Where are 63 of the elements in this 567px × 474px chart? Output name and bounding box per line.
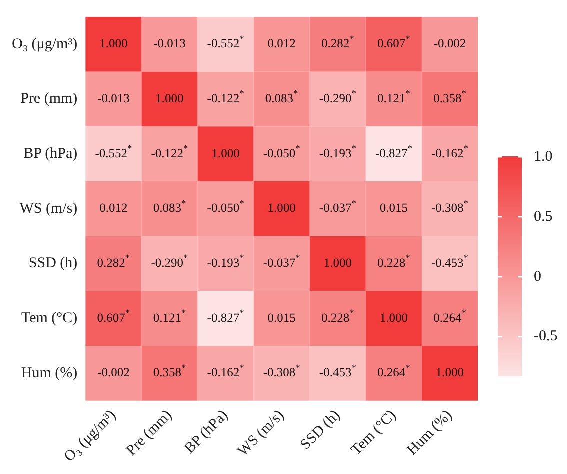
data-label: -0.827* xyxy=(207,309,245,325)
data-label: 1.000 xyxy=(156,92,184,106)
data-label: -0.002 xyxy=(98,366,130,380)
data-label: 0.015 xyxy=(380,201,408,216)
data-label: 0.282* xyxy=(97,254,130,270)
data-label: -0.308* xyxy=(263,364,301,380)
data-label: 0.083* xyxy=(153,199,186,216)
data-label: -0.122* xyxy=(207,90,245,106)
data-label: -0.290* xyxy=(319,90,357,106)
data-label: -0.037* xyxy=(263,254,301,270)
data-label: -0.552* xyxy=(95,144,133,160)
data-label: 0.358* xyxy=(153,364,186,380)
y-tick-label: O₃ (μg/m³) xyxy=(12,36,78,52)
data-label: -0.827* xyxy=(375,144,413,160)
data-label: -0.013 xyxy=(98,92,130,106)
data-label: -0.162* xyxy=(431,144,469,160)
data-label: -0.453* xyxy=(431,254,469,270)
data-label: 0.607* xyxy=(97,309,130,325)
data-label: 0.015 xyxy=(268,310,296,325)
data-label: 0.228* xyxy=(321,309,355,325)
x-tick-label: Tem (°C) xyxy=(348,407,400,459)
data-label: 1.000 xyxy=(268,201,296,216)
data-label: -0.002 xyxy=(434,36,466,51)
data-label: 0.228* xyxy=(378,254,411,270)
y-tick-label: WS (m/s) xyxy=(20,200,78,217)
y-tick-label: Tem (°C) xyxy=(21,310,78,327)
data-label: -0.162* xyxy=(207,364,245,380)
y-tick-label: SSD (h) xyxy=(28,256,78,272)
data-label: -0.552* xyxy=(207,34,245,51)
color-bar-label: 1.0 xyxy=(534,148,553,165)
color-bar-label: -0.5 xyxy=(534,328,558,345)
y-tick-label: Pre (mm) xyxy=(20,91,78,108)
x-tick-label: Hum (%) xyxy=(404,407,456,459)
data-label: 0.282* xyxy=(321,34,355,51)
data-label: 1.000 xyxy=(212,146,240,160)
data-label: -0.453* xyxy=(319,364,357,380)
data-label: 0.012 xyxy=(100,201,128,216)
data-label: 0.083* xyxy=(265,90,299,106)
data-label: 0.121* xyxy=(378,90,411,106)
x-tick-label: SSD (h) xyxy=(298,407,344,454)
data-label: -0.013 xyxy=(154,36,186,51)
data-label: -0.193* xyxy=(207,254,245,270)
color-bar-label: 0 xyxy=(534,268,542,285)
y-tick-label: Hum (%) xyxy=(21,365,78,382)
data-label: -0.290* xyxy=(151,254,189,270)
data-label: -0.122* xyxy=(151,144,189,160)
data-label: 1.000 xyxy=(324,256,352,270)
data-label: -0.050* xyxy=(263,144,301,160)
data-label: 1.000 xyxy=(380,310,408,325)
data-label: 0.121* xyxy=(153,309,186,325)
data-label: 1.000 xyxy=(100,36,128,51)
data-label: 0.264* xyxy=(434,309,467,325)
y-tick-label: BP (hPa) xyxy=(24,146,78,162)
data-label: -0.037* xyxy=(319,199,357,216)
data-label: -0.308* xyxy=(431,199,469,216)
data-label: 0.358* xyxy=(434,90,467,106)
color-bar-label: 0.5 xyxy=(534,208,553,225)
data-label: -0.050* xyxy=(207,199,245,216)
data-label: 0.012 xyxy=(268,36,296,51)
data-label: 0.264* xyxy=(378,364,411,380)
data-label: 1.000 xyxy=(436,366,464,380)
data-label: 0.607* xyxy=(378,34,411,51)
data-label: -0.193* xyxy=(319,144,357,160)
